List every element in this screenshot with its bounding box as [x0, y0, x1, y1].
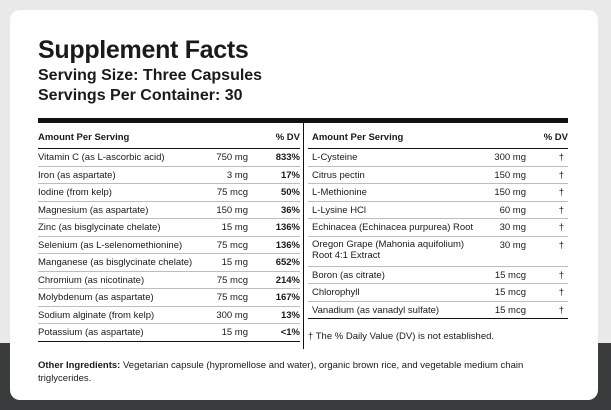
thick-divider [38, 118, 568, 123]
nutrient-amount: 30 mg [499, 239, 526, 251]
nutrient-name: L-Cysteine [312, 152, 358, 163]
nutrient-amount: 75 mcg [216, 239, 248, 251]
nutrient-amount: 15 mg [221, 257, 248, 268]
nutrient-dv: 167% [275, 292, 300, 303]
supplement-facts-card: Supplement Facts Serving Size: Three Cap… [10, 10, 598, 400]
page-title: Supplement Facts [38, 36, 249, 64]
nutrient-amount: 300 mg [494, 152, 526, 163]
nutrient-name: Sodium alginate (from kelp) [38, 309, 155, 321]
nutrient-dv: † [558, 152, 564, 163]
nutrient-amount: 15 mg [221, 222, 248, 233]
table-row: L-Methionine 150 mg † [308, 184, 568, 202]
nutrient-dv: † [558, 287, 564, 298]
table-row: Selenium (as L-selenomethionine) 75 mcg 13… [38, 237, 300, 254]
nutrient-name: Oregon Grape (Mahonia aquifolium) Root 4… [312, 238, 465, 261]
table-row: Iodine (from kelp) 75 mcg 50% [38, 184, 300, 202]
nutrient-dv: † [558, 169, 564, 181]
table-row: Zinc (as bisglycinate chelate) 15 mg 136% [38, 219, 300, 237]
nutrient-amount: 15 mcg [494, 269, 526, 281]
table-row: Magnesium (as aspartate) 150 mg 36% [38, 202, 300, 219]
nutrient-amount: 750 mg [216, 152, 248, 163]
nutrient-name: Magnesium (as aspartate) [38, 204, 149, 216]
table-row: Chlorophyll 15 mcg † [308, 284, 568, 302]
nutrient-name: Vanadium (as vanadyl sulfate) [312, 304, 440, 316]
table-row: Potassium (as aspartate) 15 mg <1% [38, 324, 300, 342]
other-ingredients-label: Other Ingredients: [38, 360, 121, 371]
nutrient-name: Chlorophyll [312, 287, 360, 298]
left-nutrient-table: Amount Per Serving % DV Vitamin C (as L-… [38, 123, 300, 342]
nutrient-name: Citrus pectin [312, 169, 365, 181]
table-row: Boron (as citrate) 15 mcg † [308, 267, 568, 284]
nutrient-amount: 300 mg [216, 309, 248, 321]
nutrient-amount: 15 mg [221, 327, 248, 338]
table-row: L-Cysteine 300 mg † [308, 149, 568, 167]
column-divider [303, 123, 304, 349]
table-row: Echinacea (Echinacea purpurea) Root 30 mg… [308, 219, 568, 237]
nutrient-name: Boron (as citrate) [312, 269, 385, 281]
nutrient-name: Vitamin C (as L-ascorbic acid) [38, 152, 165, 163]
nutrient-dv: 136% [275, 239, 300, 251]
nutrient-dv: <1% [280, 327, 300, 338]
nutrient-name: Iron (as aspartate) [38, 169, 116, 181]
nutrient-dv: † [558, 269, 564, 281]
nutrient-dv: 214% [275, 274, 300, 286]
nutrient-amount: 150 mg [494, 169, 526, 181]
table-row: Sodium alginate (from kelp) 300 mg 13% [38, 307, 300, 324]
nutrient-name: Potassium (as aspartate) [38, 327, 144, 338]
servings-per-container: Servings Per Container: 30 [38, 87, 243, 104]
table-row: L-Lysine HCl 60 mg † [308, 202, 568, 219]
nutrient-amount: 15 mcg [494, 287, 526, 298]
table-row: Iron (as aspartate) 3 mg 17% [38, 167, 300, 184]
right-nutrient-table: Amount Per Serving % DV L-Cysteine 300 mg… [308, 123, 568, 319]
serving-size: Serving Size: Three Capsules [38, 67, 263, 84]
other-ingredients-text: Vegetarian capsule (hypromellose and wat… [38, 360, 524, 384]
header-amount: Amount Per Serving [312, 132, 404, 143]
nutrient-dv: 13% [280, 309, 300, 321]
table-row: Oregon Grape (Mahonia aquifolium) Root 4… [308, 237, 568, 267]
table-row: Vitamin C (as L-ascorbic acid) 750 mg 833% [38, 149, 300, 167]
nutrient-dv: 652% [275, 257, 300, 268]
header-dv: % DV [275, 132, 300, 143]
nutrient-amount: 60 mg [499, 204, 526, 216]
nutrient-dv: 136% [275, 222, 300, 233]
nutrient-name: L-Lysine HCl [312, 204, 367, 216]
nutrient-name: L-Methionine [312, 187, 367, 198]
header-amount: Amount Per Serving [38, 132, 130, 143]
table-row: Citrus pectin 150 mg † [308, 167, 568, 184]
header-dv: % DV [543, 132, 568, 143]
nutrient-dv: † [558, 187, 564, 198]
nutrient-amount: 75 mcg [216, 187, 248, 198]
nutrient-name: Echinacea (Echinacea purpurea) Root [312, 222, 474, 233]
nutrient-dv: † [558, 204, 564, 216]
nutrient-amount: 75 mcg [216, 274, 248, 286]
nutrient-amount: 15 mcg [494, 304, 526, 316]
table-row: Chromium (as nicotinate) 75 mcg 214% [38, 272, 300, 289]
nutrient-dv: 17% [280, 169, 300, 181]
nutrient-name: Iodine (from kelp) [38, 187, 112, 198]
nutrient-name: Zinc (as bisglycinate chelate) [38, 222, 161, 233]
nutrient-name: Manganese (as bisglycinate chelate) [38, 257, 193, 268]
nutrient-dv: † [558, 239, 564, 251]
table-header: Amount Per Serving % DV [38, 123, 300, 149]
nutrient-amount: 30 mg [499, 222, 526, 233]
nutrient-name: Selenium (as L-selenomethionine) [38, 239, 183, 251]
table-row: Manganese (as bisglycinate chelate) 15 mg… [38, 254, 300, 272]
nutrient-amount: 150 mg [216, 204, 248, 216]
nutrient-name: Chromium (as nicotinate) [38, 274, 145, 286]
other-ingredients: Other Ingredients: Vegetarian capsule (h… [38, 359, 578, 385]
nutrient-amount: 75 mcg [216, 292, 248, 303]
nutrient-amount: 150 mg [494, 187, 526, 198]
table-header: Amount Per Serving % DV [308, 123, 568, 149]
nutrient-dv: 50% [280, 187, 300, 198]
nutrient-dv: 833% [275, 152, 300, 163]
table-row: Molybdenum (as aspartate) 75 mcg 167% [38, 289, 300, 307]
nutrient-dv: 36% [280, 204, 300, 216]
table-row: Vanadium (as vanadyl sulfate) 15 mcg † [308, 302, 568, 319]
nutrient-name: Molybdenum (as aspartate) [38, 292, 154, 303]
nutrient-dv: † [558, 304, 564, 316]
nutrient-dv: † [558, 222, 564, 233]
nutrient-amount: 3 mg [226, 169, 248, 181]
dv-footnote: † The % Daily Value (DV) is not establis… [308, 331, 495, 342]
